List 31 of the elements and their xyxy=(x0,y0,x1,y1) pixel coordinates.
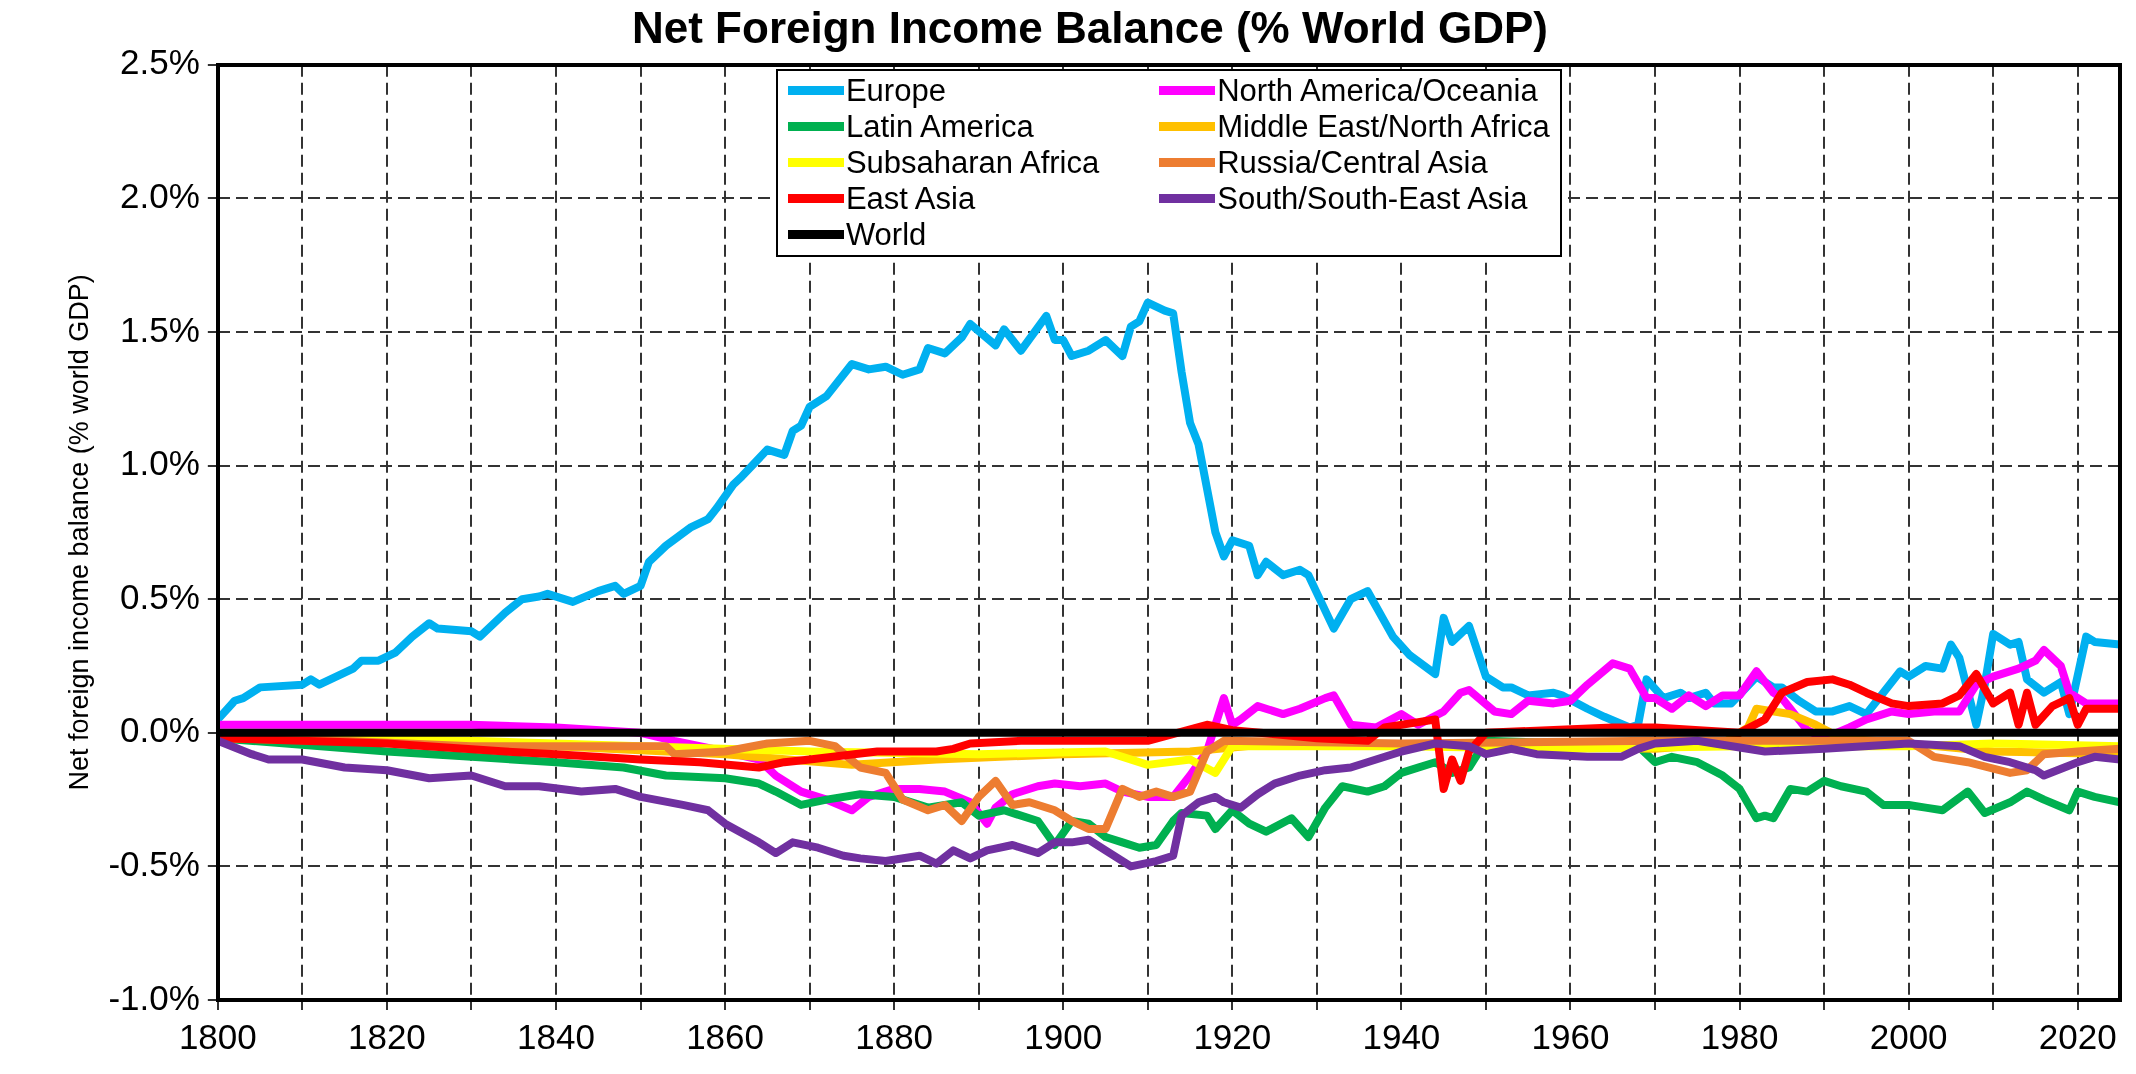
y-axis-title: Net foreign income balance (% world GDP) xyxy=(63,274,94,791)
y-tick-label: 0.0% xyxy=(120,710,200,750)
x-tick-label: 1820 xyxy=(347,1016,426,1056)
x-tick-label: 1840 xyxy=(517,1016,595,1056)
x-tick-label: 1860 xyxy=(686,1016,765,1056)
y-tick-label: -1.0% xyxy=(108,977,200,1017)
legend-label: Europe xyxy=(845,72,946,109)
x-tick-label: 1920 xyxy=(1193,1016,1272,1056)
legend-label: Latin America xyxy=(845,108,1034,145)
chart-title: Net Foreign Income Balance (% World GDP) xyxy=(632,2,1548,52)
legend-label: World xyxy=(845,216,927,253)
y-tick-label: 2.5% xyxy=(120,42,200,82)
x-tick-label: 1800 xyxy=(178,1016,257,1056)
x-tick-label: 1880 xyxy=(855,1016,934,1056)
x-tick-label: 1980 xyxy=(1700,1016,1779,1056)
y-tick-label: 1.0% xyxy=(120,443,200,483)
legend-label: East Asia xyxy=(845,180,976,217)
x-tick-label: 2000 xyxy=(1869,1016,1948,1056)
y-tick-label: 0.5% xyxy=(120,576,200,616)
x-tick-label: 1900 xyxy=(1024,1016,1103,1056)
y-tick-label: 1.5% xyxy=(120,309,200,349)
legend-label: Middle East/North Africa xyxy=(1217,108,1550,145)
x-tick-label: 2020 xyxy=(2038,1016,2117,1056)
legend-label: South/South-East Asia xyxy=(1217,180,1528,217)
legend-label: Subsaharan Africa xyxy=(845,144,1100,181)
x-tick-label: 1940 xyxy=(1362,1016,1441,1056)
x-tick-label: 1960 xyxy=(1531,1016,1610,1056)
legend-label: Russia/Central Asia xyxy=(1217,144,1488,181)
y-tick-label: 2.0% xyxy=(120,176,200,216)
y-tick-label: -0.5% xyxy=(108,844,200,884)
legend-label: North America/Oceania xyxy=(1217,72,1538,109)
